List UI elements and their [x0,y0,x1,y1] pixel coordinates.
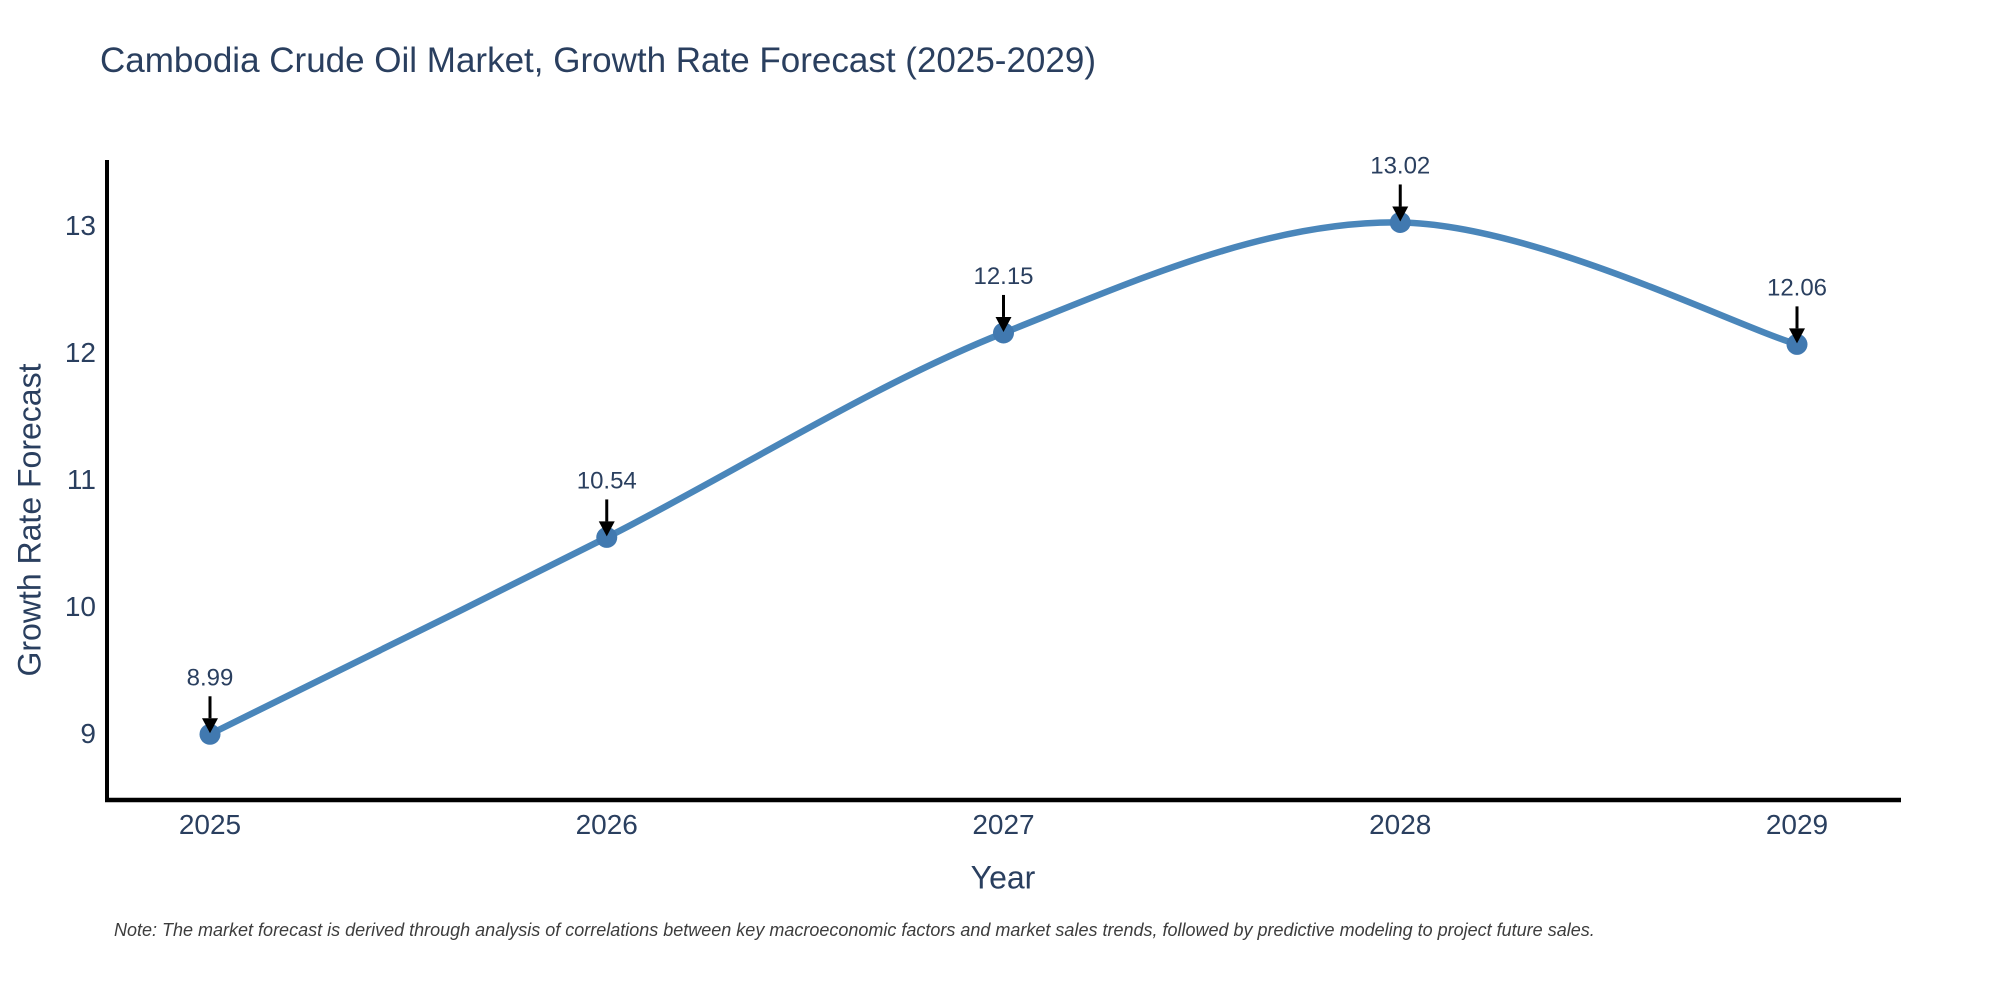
annotation-arrowhead-icon [202,718,218,734]
annotation-label: 12.15 [973,263,1033,290]
annotation-arrowhead-icon [995,316,1012,332]
annotation-label: 8.99 [187,664,234,691]
data-point-marker [993,322,1014,344]
x-axis-title: Year [970,859,1036,896]
annotation-arrowhead-icon [598,521,615,537]
y-tick-label: 13 [65,210,96,241]
chart-title: Cambodia Crude Oil Market, Growth Rate F… [100,41,1096,80]
annotation-label: 10.54 [577,467,637,494]
annotation-arrowhead-icon [1789,328,1805,344]
y-tick-label: 12 [65,337,96,368]
y-tick-label: 10 [65,591,96,622]
footnote: Note: The market forecast is derived thr… [114,920,1595,940]
x-tick-label: 2026 [576,809,638,840]
x-tick-label: 2025 [179,809,241,840]
x-tick-label: 2028 [1369,809,1431,840]
y-tick-label: 11 [67,464,96,495]
annotation-label: 13.02 [1370,152,1430,179]
x-tick-label: 2027 [972,809,1034,840]
data-point-marker [1389,211,1411,233]
data-point-marker [199,723,221,745]
x-tick-label: 2029 [1766,809,1828,840]
annotation-arrowhead-icon [1392,206,1409,222]
annotation-label: 12.06 [1767,274,1827,301]
data-point-marker [596,526,618,548]
y-tick-label: 9 [80,718,96,749]
y-axis-title: Growth Rate Forecast [11,363,48,677]
data-point-marker [1786,333,1808,355]
